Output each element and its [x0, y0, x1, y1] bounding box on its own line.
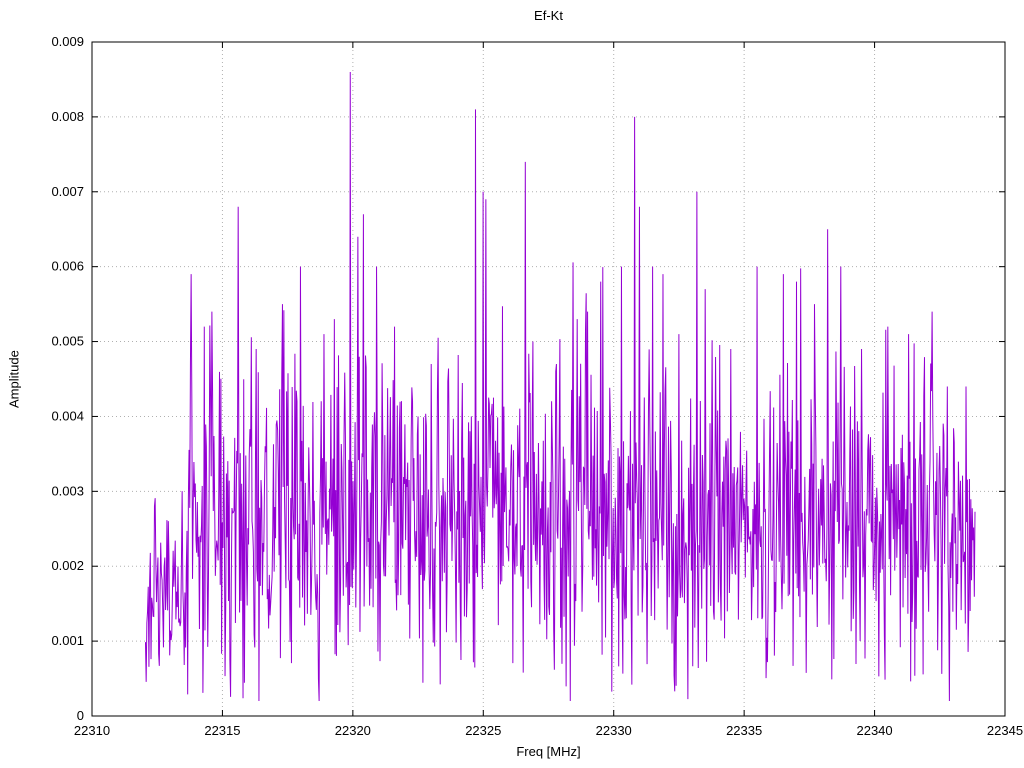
x-tick-label: 22320	[335, 723, 371, 738]
x-tick-label: 22315	[204, 723, 240, 738]
series-line	[144, 71, 976, 702]
x-tick-label: 22340	[856, 723, 892, 738]
x-tick-label: 22330	[596, 723, 632, 738]
x-axis-label: Freq [MHz]	[516, 744, 581, 759]
y-tick-label: 0.006	[51, 259, 84, 274]
chart-title: Ef-Kt	[534, 8, 563, 23]
y-tick-label: 0.007	[51, 184, 84, 199]
y-tick-label: 0.009	[51, 34, 84, 49]
y-tick-label: 0.003	[51, 483, 84, 498]
y-tick-label: 0.008	[51, 109, 84, 124]
y-tick-label: 0.002	[51, 558, 84, 573]
x-tick-label: 22325	[465, 723, 501, 738]
y-tick-label: 0.005	[51, 334, 84, 349]
y-tick-label: 0.001	[51, 633, 84, 648]
x-tick-label: 22335	[726, 723, 762, 738]
y-tick-label: 0	[77, 708, 84, 723]
x-tick-label: 22310	[74, 723, 110, 738]
x-tick-label: 22345	[987, 723, 1023, 738]
y-tick-label: 0.004	[51, 408, 84, 423]
y-axis-label: Amplitude	[6, 350, 22, 408]
plot-border	[91, 41, 1006, 717]
